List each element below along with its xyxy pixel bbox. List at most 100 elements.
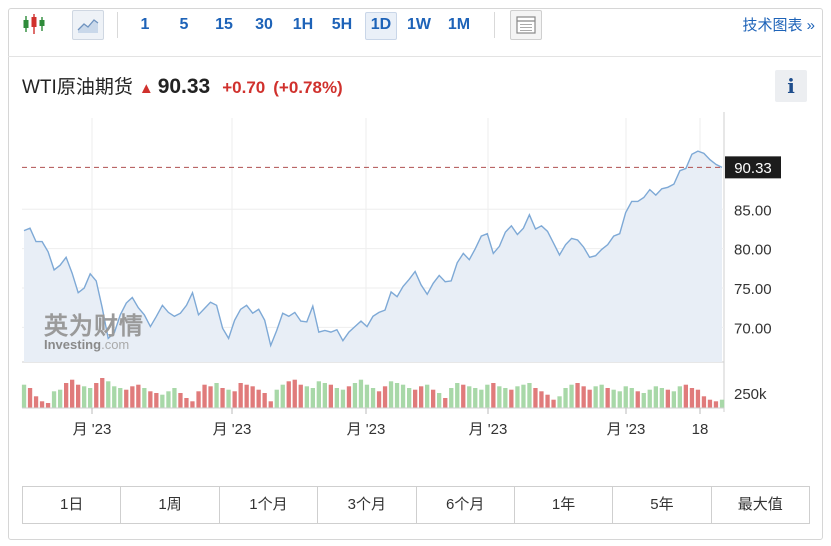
x-tick-label: 月 '23 [607, 421, 646, 438]
interval-1m[interactable]: 1M [447, 16, 471, 33]
volume-bar [82, 386, 87, 408]
volume-bar [148, 391, 153, 408]
price-change: +0.70 [222, 78, 266, 97]
volume-bar [647, 389, 652, 408]
volume-bar [473, 388, 478, 408]
volume-bar [701, 396, 707, 408]
volume-bar [346, 386, 352, 408]
volume-bar [70, 379, 75, 408]
volume-bar [677, 386, 682, 408]
volume-bar [244, 384, 249, 408]
volume-bar [419, 386, 424, 408]
chart-toolbar [8, 8, 821, 57]
volume-bar [719, 399, 725, 408]
volume-bar [611, 389, 616, 408]
last-price-label: 90.33 [734, 160, 772, 177]
time-range-bar: 1日 1周 1个月 3个月 6个月 1年 5年 最大值 [22, 486, 810, 524]
volume-bar [527, 383, 532, 408]
volume-bar [653, 386, 658, 408]
watermark-cn: 英为财情 [44, 313, 144, 340]
range-1d[interactable]: 1日 [23, 487, 122, 523]
volume-bar [617, 391, 622, 408]
last-price: 90.33 [157, 75, 211, 98]
volume-bar [202, 384, 207, 408]
volume-bar [51, 391, 57, 408]
candlestick-icon[interactable] [20, 10, 48, 38]
volume-bar [226, 389, 231, 408]
volume-bar [587, 389, 592, 408]
volume-bar [533, 388, 538, 408]
volume-bar [695, 389, 701, 408]
table-view-icon[interactable] [510, 10, 542, 40]
volume-bar [112, 386, 117, 408]
instrument-name: WTI原油期货 [22, 77, 133, 98]
volume-bar [388, 381, 394, 408]
interval-1w[interactable]: 1W [407, 16, 431, 33]
volume-bar [437, 393, 442, 408]
interval-1[interactable]: 1 [140, 16, 150, 33]
volume-bar [45, 403, 51, 408]
volume-bar [364, 384, 370, 408]
volume-bar [136, 384, 141, 408]
volume-bar [449, 388, 454, 408]
price-tick-label: 70.00 [734, 320, 772, 337]
volume-bar [58, 389, 63, 408]
interval-30[interactable]: 30 [255, 16, 273, 33]
volume-bar [316, 381, 321, 408]
range-6m[interactable]: 6个月 [417, 487, 515, 523]
range-1m[interactable]: 1个月 [220, 487, 319, 523]
volume-bar [100, 378, 105, 408]
x-tick-label: 月 '23 [347, 421, 386, 438]
volume-bar [328, 384, 333, 408]
volume-bar [64, 383, 69, 408]
volume-bar [689, 388, 695, 408]
price-line[interactable] [23, 150, 723, 348]
interval-5[interactable]: 5 [179, 16, 189, 33]
volume-bar [220, 388, 225, 408]
volume-bar [178, 393, 183, 408]
info-icon[interactable]: i [775, 70, 807, 102]
range-1w[interactable]: 1周 [121, 487, 220, 523]
volume-bar [443, 398, 448, 408]
volume-bar [491, 383, 496, 408]
range-max[interactable]: 最大值 [737, 496, 783, 513]
price-tick-label: 85.00 [734, 202, 772, 219]
volume-bar [394, 383, 400, 408]
volume-bar [21, 384, 27, 408]
x-tick-label: 月 '23 [469, 421, 508, 438]
volume-bar [142, 388, 147, 408]
range-3m[interactable]: 3个月 [318, 487, 417, 523]
volume-bar [250, 386, 255, 408]
interval-5h[interactable]: 5H [331, 16, 353, 33]
volume-bar [184, 398, 189, 408]
volume-bar [370, 388, 376, 408]
volume-bar [106, 381, 111, 408]
last-price-box [725, 156, 781, 179]
volume-bar [214, 383, 219, 408]
toolbar-divider [494, 12, 495, 38]
volume-bar [340, 389, 346, 408]
volume-bar [172, 388, 177, 408]
volume-bar [455, 383, 460, 408]
volume-bar [274, 389, 279, 408]
volume-bar [629, 388, 634, 408]
volume-bar [262, 393, 267, 408]
volume-bar [352, 383, 358, 408]
price-area [24, 151, 722, 362]
volume-bar [671, 391, 676, 408]
interval-1d[interactable]: 1D [365, 12, 397, 40]
range-1y[interactable]: 1年 [515, 487, 614, 523]
interval-15[interactable]: 15 [215, 16, 233, 33]
volume-bar [118, 388, 123, 408]
volume-bar [431, 389, 436, 408]
line-chart-icon[interactable] [72, 10, 104, 40]
volume-bar [551, 399, 556, 408]
watermark-logo: 英为财情 Investing.com [44, 306, 144, 352]
technical-chart-link[interactable]: 技术图表 » [742, 17, 815, 34]
watermark-en: Investing.com [44, 337, 130, 352]
range-5y[interactable]: 5年 [613, 487, 712, 523]
volume-bar [382, 386, 388, 408]
volume-bar [124, 389, 129, 408]
interval-1h[interactable]: 1H [292, 16, 314, 33]
